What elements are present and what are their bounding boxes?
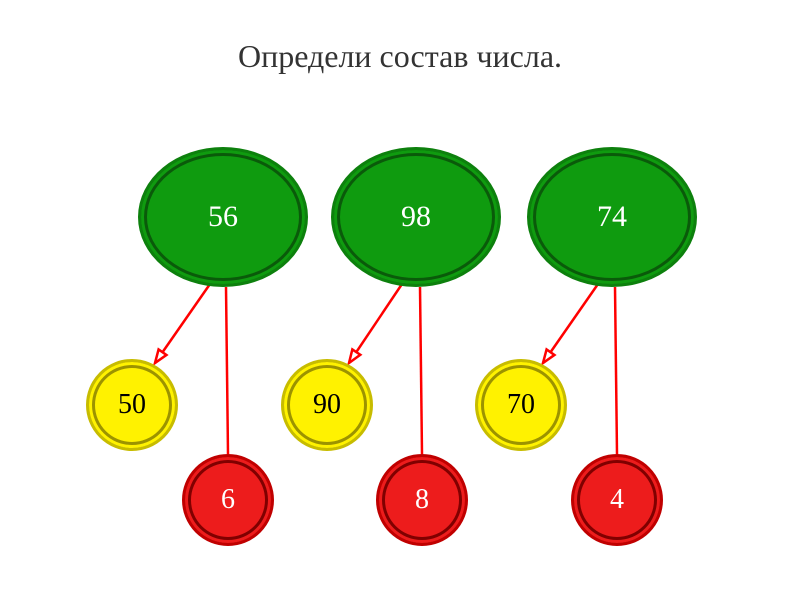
node-label: 70 (507, 389, 535, 421)
edge (155, 284, 210, 363)
node-n6: 6 (182, 454, 274, 546)
edge (543, 284, 598, 363)
node-n50: 50 (86, 359, 178, 451)
page-title: Определи состав числа. (0, 38, 800, 75)
node-n90: 90 (281, 359, 373, 451)
node-n98: 98 (331, 147, 501, 287)
node-label: 56 (208, 200, 238, 234)
edge (349, 284, 402, 363)
node-label: 90 (313, 389, 341, 421)
node-label: 4 (610, 484, 624, 516)
node-n74: 74 (527, 147, 697, 287)
edge (226, 287, 228, 454)
node-label: 50 (118, 389, 146, 421)
arrowhead-icon (349, 349, 360, 363)
node-label: 98 (401, 200, 431, 234)
node-label: 8 (415, 484, 429, 516)
node-n8: 8 (376, 454, 468, 546)
node-n4: 4 (571, 454, 663, 546)
arrowhead-icon (543, 349, 554, 363)
edge (420, 287, 422, 454)
arrowhead-icon (155, 349, 166, 363)
node-n56: 56 (138, 147, 308, 287)
node-n70: 70 (475, 359, 567, 451)
node-label: 6 (221, 484, 235, 516)
node-label: 74 (597, 200, 627, 234)
edge (615, 287, 617, 454)
